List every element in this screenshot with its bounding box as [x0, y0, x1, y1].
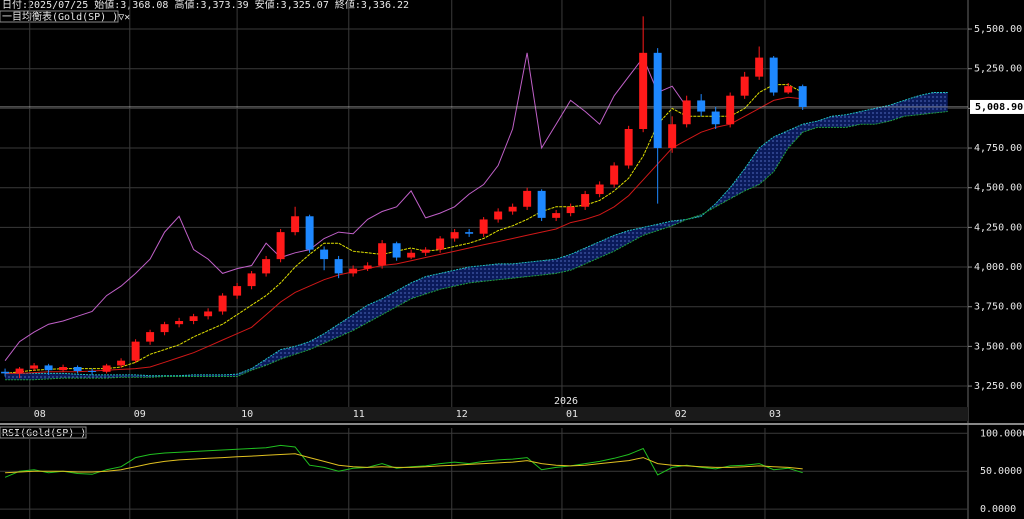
candle-body	[392, 243, 401, 258]
candle-body	[798, 86, 807, 107]
candle-body	[581, 194, 590, 207]
candle-body	[769, 57, 778, 93]
y-tick-label: 4,500.00	[974, 183, 1022, 194]
candle-body	[334, 259, 343, 274]
candle-body	[233, 286, 242, 296]
candle-body	[218, 295, 227, 312]
candle-body	[30, 365, 39, 369]
candle-body	[204, 311, 213, 317]
candle-body	[160, 324, 169, 333]
candle-body	[494, 211, 503, 220]
candle-body	[175, 320, 184, 325]
candle-body	[697, 100, 706, 112]
current-price-label: 5,008.90	[975, 102, 1023, 113]
candle-body	[610, 165, 619, 185]
rsi-tick-label: 50.0000	[980, 466, 1022, 477]
rsi-tick-label: 100.0000	[980, 428, 1024, 439]
candle-body	[378, 243, 387, 266]
x-tick-label: 02	[675, 409, 687, 420]
candle-body	[465, 232, 474, 234]
candle-body	[189, 316, 198, 321]
candle-body	[407, 252, 416, 258]
current-price-box	[970, 99, 1024, 114]
candle-body	[421, 249, 430, 253]
candle-body	[653, 52, 662, 149]
candle-body	[726, 95, 735, 125]
year-label: 2026	[554, 396, 578, 407]
candle-body	[566, 206, 575, 214]
x-tick-label: 01	[566, 409, 578, 420]
candle-body	[349, 268, 358, 274]
y-tick-label: 5,250.00	[974, 64, 1022, 75]
candle-body	[44, 365, 53, 371]
candle-body	[1, 371, 10, 374]
candle-body	[59, 367, 68, 371]
candle-body	[595, 184, 604, 195]
candle-body	[668, 124, 677, 149]
candle-body	[88, 370, 97, 372]
y-tick-label: 4,750.00	[974, 143, 1022, 154]
indicator-label: 一目均衡表(Gold(SP) )▽✕	[2, 10, 130, 23]
candle-body	[755, 57, 764, 77]
candle-body	[784, 86, 793, 93]
candle-body	[291, 216, 300, 233]
candle-body	[682, 100, 691, 125]
cloud-span-a	[5, 92, 948, 377]
candle-body	[639, 52, 648, 130]
candle-body	[508, 206, 517, 212]
rsi-tick-label: 0.0000	[980, 504, 1016, 515]
header-info: 日付:2025/07/25 始値:3,368.08 高値:3,373.39 安値…	[2, 0, 409, 11]
y-tick-label: 3,250.00	[974, 381, 1022, 392]
candle-body	[479, 219, 488, 234]
candle-body	[624, 129, 633, 166]
x-axis-band	[0, 407, 968, 421]
indicator-line	[4, 52, 688, 362]
candle-body	[711, 111, 720, 125]
indicator-line	[5, 84, 803, 374]
y-tick-label: 3,500.00	[974, 341, 1022, 352]
candle-body	[740, 76, 749, 96]
candle-body	[320, 249, 329, 260]
candle-body	[537, 190, 546, 218]
candle-body	[15, 368, 24, 374]
candle-body	[117, 360, 126, 366]
candle-body	[436, 238, 445, 250]
candle-body	[131, 341, 140, 361]
candle-body	[276, 232, 285, 260]
candle-body	[73, 367, 82, 371]
rsi-box	[0, 426, 87, 439]
x-tick-label: 10	[241, 409, 253, 420]
candle-body	[450, 232, 459, 239]
y-tick-label: 4,000.00	[974, 262, 1022, 273]
indicator-box	[0, 10, 119, 23]
x-tick-label: 08	[34, 409, 46, 420]
x-tick-label: 09	[134, 409, 146, 420]
y-tick-label: 5,500.00	[974, 24, 1022, 35]
candle-body	[523, 190, 532, 207]
indicator-line	[5, 96, 803, 374]
candle-body	[552, 213, 561, 218]
candle-body	[305, 216, 314, 250]
candle-body	[262, 259, 271, 274]
x-tick-label: 12	[456, 409, 468, 420]
y-tick-label: 3,750.00	[974, 302, 1022, 313]
y-tick-label: 4,250.00	[974, 222, 1022, 233]
rsi-line	[5, 453, 803, 474]
candle-body	[247, 273, 256, 287]
candle-body	[146, 332, 155, 342]
x-tick-label: 11	[353, 409, 365, 420]
cloud-fill	[5, 92, 948, 380]
x-tick-label: 03	[769, 409, 781, 420]
candle-body	[363, 265, 372, 269]
candle-body	[102, 365, 111, 372]
cloud-span-b	[5, 111, 948, 381]
